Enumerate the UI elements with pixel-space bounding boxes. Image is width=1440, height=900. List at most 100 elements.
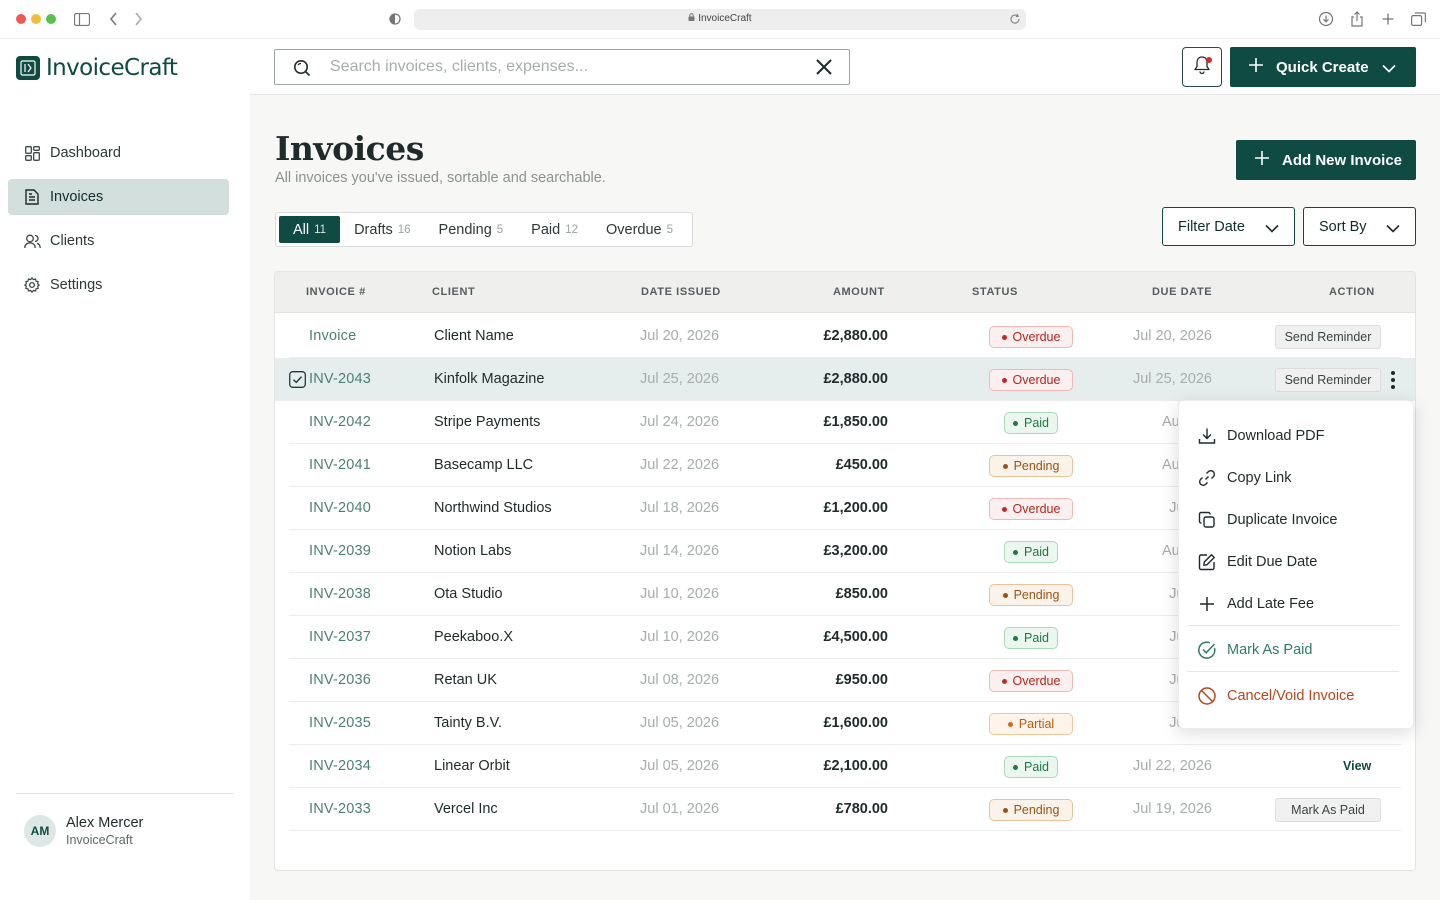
invoice-number-link[interactable]: INV-2036 [309,672,372,688]
status-tabs: All 11 Drafts 16 Pending 5 Paid 12 Overdue 5 [275,212,693,247]
column-header-date-issued[interactable]: DATE ISSUED [641,286,721,298]
tab-pending[interactable]: Pending 5 [425,216,518,243]
column-header-due-date[interactable]: DUE DATE [1152,286,1213,298]
invoice-number-link[interactable]: INV-2039 [309,543,372,559]
row-action-button[interactable]: Mark As Paid [1275,798,1381,822]
row-actions-menu: Download PDF Copy Link Duplicate Invoice Ed… [1178,400,1414,729]
table-row[interactable]: INV-2043 Kinfolk Magazine Jul 25, 2026 £2,8… [275,358,1415,401]
privacy-shield-icon[interactable] [385,9,405,29]
sidebar-item-label: Clients [50,233,95,249]
sidebar-item-invoices[interactable]: Invoices [8,179,229,215]
plus-icon [1248,57,1264,77]
tab-overview-icon[interactable] [1408,9,1428,29]
download-icon [1197,426,1217,446]
menu-item-label: Cancel/Void Invoice [1227,688,1355,704]
amount: £1,200.00 [823,500,888,516]
column-header-invoice[interactable]: INVOICE # [306,286,366,298]
share-icon[interactable] [1347,9,1367,29]
new-tab-icon[interactable] [1378,9,1398,29]
minimize-window-button[interactable] [31,14,41,24]
client-name: Peekaboo.X [434,629,514,645]
address-bar[interactable]: InvoiceCraft [414,9,1026,30]
tab-drafts[interactable]: Drafts 16 [340,216,424,243]
tab-label: Pending [438,221,492,238]
invoice-number-link[interactable]: INV-2040 [309,500,372,516]
column-header-client[interactable]: CLIENT [432,286,476,298]
menu-item-add-late-fee[interactable]: Add Late Fee [1179,586,1413,622]
tab-overdue[interactable]: Overdue 5 [592,216,687,243]
table-row[interactable]: Invoice Client Name Jul 20, 2026 £2,880.00 J… [289,315,1401,358]
notifications-button[interactable] [1182,47,1222,87]
downloads-icon[interactable] [1316,9,1336,29]
more-options-icon[interactable] [1387,368,1399,392]
search-box [274,49,850,85]
quick-create-button[interactable]: Quick Create [1230,47,1416,87]
menu-item-cancel-void-invoice[interactable]: Cancel/Void Invoice [1179,678,1413,714]
menu-item-edit-due-date[interactable]: Edit Due Date [1179,544,1413,580]
sidebar-item-clients[interactable]: Clients [8,223,229,259]
status-dot [1002,807,1008,813]
chevron-down-icon [1265,221,1279,237]
back-icon[interactable] [104,9,124,29]
status-dot [1001,334,1007,340]
amount: £1,600.00 [823,715,888,731]
status-label: Overdue [1012,502,1061,516]
clear-search-icon[interactable] [815,58,833,81]
menu-item-download-pdf[interactable]: Download PDF [1179,418,1413,454]
status-label: Paid [1023,760,1050,774]
add-new-invoice-label: Add New Invoice [1282,151,1403,169]
tab-label: All [293,221,310,238]
menu-item-copy-link[interactable]: Copy Link [1179,460,1413,496]
table-row[interactable]: INV-2042 Stripe Payments Jul 24, 2026 £1,85… [289,401,1401,444]
user-profile[interactable]: AM Alex Mercer InvoiceCraft [24,815,143,847]
reload-icon[interactable] [1009,12,1021,30]
column-header-amount[interactable]: AMOUNT [833,286,885,298]
tab-paid[interactable]: Paid 12 [517,216,592,243]
close-window-button[interactable] [16,14,26,24]
amount: £2,100.00 [823,758,888,774]
sidebar-item-settings[interactable]: Settings [8,267,229,303]
add-new-invoice-button[interactable]: Add New Invoice [1236,140,1416,180]
menu-item-duplicate-invoice[interactable]: Duplicate Invoice [1179,502,1413,538]
row-action-button[interactable]: Send Reminder [1275,325,1381,349]
invoice-number-link[interactable]: INV-2035 [309,715,372,731]
due-date: Jul 20, 2026 [1132,328,1212,344]
status-badge: Overdue [989,326,1073,348]
invoice-number-link[interactable]: INV-2043 [309,371,372,387]
table-row[interactable]: INV-2034 Linear Orbit Jul 05, 2026 £2,100.0… [289,745,1401,788]
column-header-status[interactable]: STATUS [972,286,1018,298]
invoice-number-link[interactable]: Invoice [309,328,357,344]
invoice-number-link[interactable]: INV-2041 [309,457,372,473]
filter-date-button[interactable]: Filter Date [1162,207,1295,246]
status-badge: Pending [989,799,1073,821]
table-row[interactable]: INV-2033 Vercel Inc Jul 01, 2026 £780.00 Jul… [289,788,1401,831]
date-issued: Jul 25, 2026 [640,371,720,387]
maximize-window-button[interactable] [46,14,56,24]
search-input[interactable] [330,57,800,77]
search-icon [293,59,311,82]
client-name: Ota Studio [434,586,503,602]
invoice-number-link[interactable]: INV-2038 [309,586,372,602]
client-name: Notion Labs [434,543,512,559]
brand-logo[interactable]: InvoiceCraft [16,55,178,81]
date-issued: Jul 08, 2026 [640,672,720,688]
invoice-number-link[interactable]: INV-2037 [309,629,372,645]
invoice-number-link[interactable]: INV-2042 [309,414,372,430]
date-issued: Jul 10, 2026 [640,629,720,645]
row-action-button[interactable]: Send Reminder [1275,368,1381,392]
sort-by-button[interactable]: Sort By [1303,207,1416,246]
client-name: Tainty B.V. [434,715,502,731]
ban-icon [1197,686,1217,706]
table-row[interactable]: INV-2035 Tainty B.V. Jul 05, 2026 £1,600.00… [289,702,1401,745]
row-checkbox[interactable] [289,371,306,393]
forward-icon[interactable] [128,9,148,29]
view-link[interactable]: View [1343,759,1372,773]
menu-item-mark-as-paid[interactable]: Mark As Paid [1179,632,1413,668]
sidebar-item-dashboard[interactable]: Dashboard [8,135,229,171]
invoice-number-link[interactable]: INV-2034 [309,758,372,774]
table-row[interactable]: INV-2041 Basecamp LLC Jul 22, 2026 £450.00 A… [289,444,1401,487]
invoice-number-link[interactable]: INV-2033 [309,801,372,817]
sidebar-toggle-icon[interactable] [72,9,92,29]
tab-all[interactable]: All 11 [279,216,341,243]
